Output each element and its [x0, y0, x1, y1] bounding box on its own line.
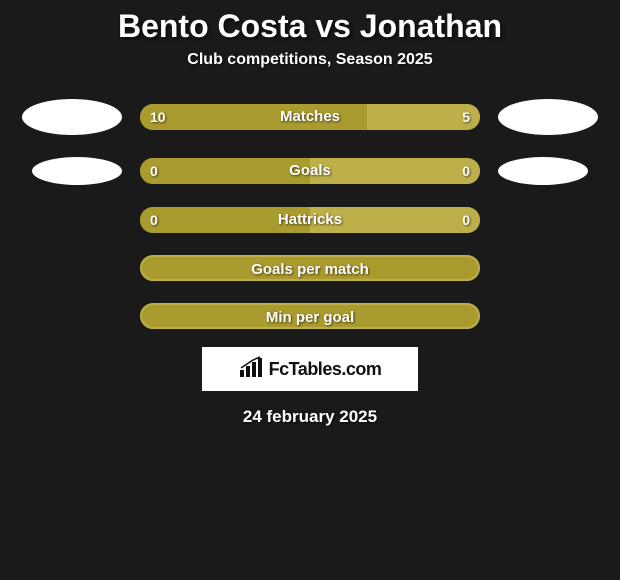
bar-hattricks: 0 Hattricks 0	[140, 207, 480, 233]
avatar-right	[498, 157, 588, 185]
bar-left-fill	[140, 104, 367, 130]
stats-block: 10 Matches 5 0 Goals 0 0 Hattr	[0, 99, 620, 329]
value-left: 0	[150, 158, 158, 184]
stat-row-gpm: Goals per match	[0, 255, 620, 281]
stat-row-mpg: Min per goal	[0, 303, 620, 329]
chart-icon	[239, 356, 265, 383]
avatar-right	[498, 99, 598, 135]
bar-left-fill	[140, 158, 310, 184]
page-title: Bento Costa vs Jonathan	[0, 0, 620, 45]
value-left: 0	[150, 207, 158, 233]
bar-matches: 10 Matches 5	[140, 104, 480, 130]
bar-goals-per-match: Goals per match	[140, 255, 480, 281]
stat-row-hattricks: 0 Hattricks 0	[0, 207, 620, 233]
bar-right-fill	[310, 158, 480, 184]
value-right: 0	[462, 158, 470, 184]
value-right: 0	[462, 207, 470, 233]
avatar-left	[22, 99, 122, 135]
bar-goals: 0 Goals 0	[140, 158, 480, 184]
stat-row-matches: 10 Matches 5	[0, 99, 620, 135]
bar-min-per-goal: Min per goal	[140, 303, 480, 329]
bar-right-fill	[310, 207, 480, 233]
value-right: 5	[462, 104, 470, 130]
comparison-card: Bento Costa vs Jonathan Club competition…	[0, 0, 620, 580]
date-label: 24 february 2025	[0, 407, 620, 427]
value-left: 10	[150, 104, 166, 130]
page-subtitle: Club competitions, Season 2025	[0, 51, 620, 69]
stat-row-goals: 0 Goals 0	[0, 157, 620, 185]
logo-text: FcTables.com	[269, 359, 382, 380]
bar-left-fill	[140, 207, 310, 233]
avatar-left	[32, 157, 122, 185]
fctables-logo[interactable]: FcTables.com	[202, 347, 418, 391]
